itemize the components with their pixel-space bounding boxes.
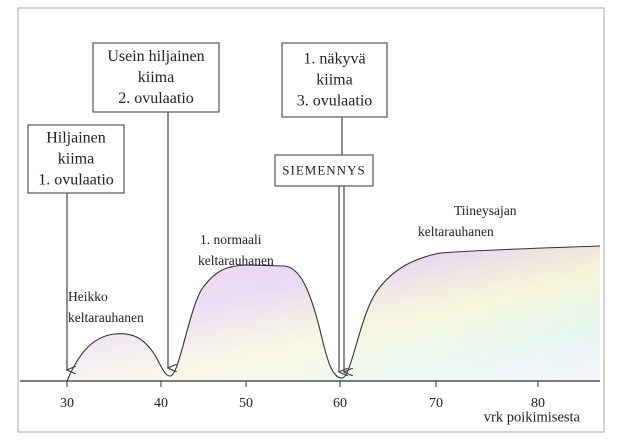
box-text: kiima	[58, 151, 94, 168]
x-axis-label: vrk poikimisesta	[484, 409, 581, 425]
x-tick-label: 80	[531, 396, 545, 411]
curve-label: keltarauhanen	[198, 253, 274, 268]
box-text: kiima	[138, 69, 174, 86]
curve-label: 1. normaali	[200, 232, 262, 247]
x-tick-label: 50	[239, 396, 253, 411]
x-tick-label: 40	[154, 396, 168, 411]
annotation-box	[92, 42, 220, 113]
box-text: 3. ovulaatio	[297, 93, 373, 110]
x-tick-label: 70	[429, 396, 443, 411]
annotation-box	[281, 42, 388, 118]
box-text: 2. ovulaatio	[118, 90, 194, 107]
curve-label: Heikko	[68, 289, 108, 304]
box-text: 1. ovulaatio	[38, 172, 114, 189]
box-text: Usein hiljainen	[107, 48, 204, 65]
box-text: 1. näkyvä	[303, 51, 365, 68]
x-tick-label: 60	[333, 396, 347, 411]
x-tick-label: 30	[60, 396, 74, 411]
box-text: SIEMENNYS	[282, 162, 365, 177]
annotation-box	[274, 154, 374, 187]
curve-label: keltarauhanen	[418, 224, 494, 239]
frame	[17, 7, 605, 433]
curve-label: keltarauhanen	[68, 310, 144, 325]
curve-label: Tiineysajan	[454, 203, 517, 218]
curve-shade	[67, 246, 600, 381]
curve	[66, 245, 601, 382]
box-text: kiima	[316, 72, 352, 89]
box-text: Hiljainen	[46, 130, 106, 147]
annotation-box	[27, 124, 125, 194]
